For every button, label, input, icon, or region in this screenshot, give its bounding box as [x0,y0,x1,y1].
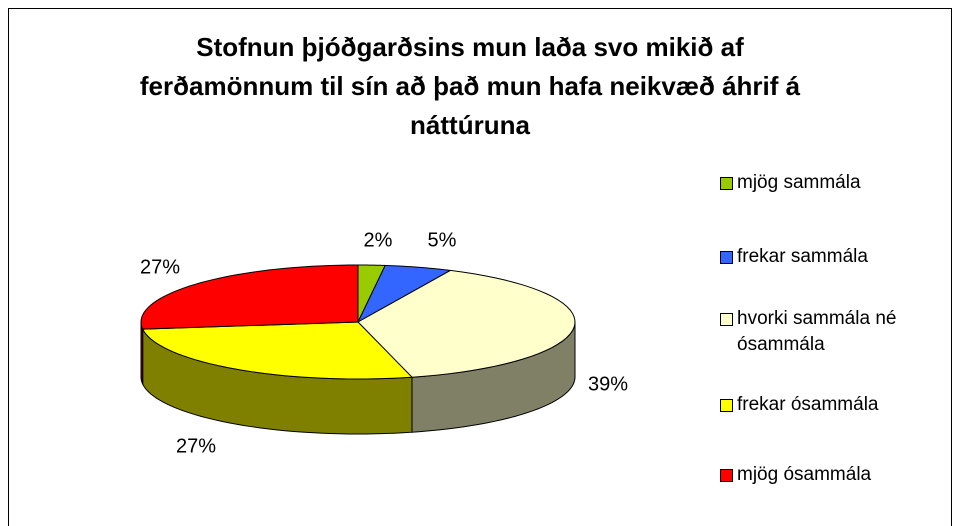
legend-label: hvorki sammála né ósammála [737,308,897,355]
pie-slice [356,264,452,324]
legend-swatch [720,251,733,264]
legend-item: mjög sammála [720,170,960,196]
data-label: 27% [176,435,216,457]
legend-swatch [720,469,733,482]
pie-slice [141,321,414,380]
data-label: 39% [588,373,628,395]
legend-label: mjög ósammála [737,464,872,485]
legend-item: frekar ósammála [720,392,960,418]
legend-label: mjög sammála [737,172,861,193]
legend-swatch [720,313,733,326]
legend-label: frekar sammála [737,246,868,267]
legend-swatch [720,177,733,190]
legend-item: hvorki sammála né ósammála [720,306,960,358]
data-label: 2% [364,229,393,251]
pie-slice [357,269,576,378]
legend-item: frekar sammála [720,244,960,270]
pie-slice [140,264,359,330]
data-label: 5% [428,229,457,251]
chart-title: Stofnun þjóðgarðsins mun laða svo mikið … [139,32,801,140]
pie-side [140,321,144,385]
legend-swatch [720,399,733,412]
legend-item: mjög ósammála [720,462,960,488]
data-label: 27% [140,256,180,278]
legend-label: frekar ósammála [737,394,879,415]
chart-frame [8,8,952,526]
